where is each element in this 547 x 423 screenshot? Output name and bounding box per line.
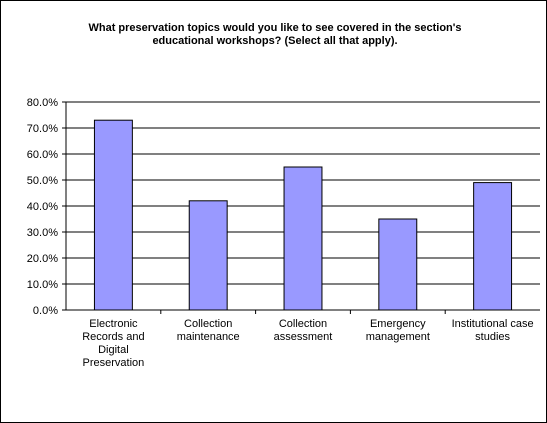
category-label-line: Digital — [98, 344, 129, 356]
category-label-line: studies — [475, 331, 510, 343]
category-label: Institutional case studies — [452, 318, 534, 343]
category-label-line: Collection — [184, 318, 232, 330]
chart-title-line-1: What preservation topics would you like … — [88, 22, 462, 34]
category-label-line: Preservation — [83, 357, 145, 369]
y-tick-label: 60.0% — [27, 149, 58, 161]
chart-title: What preservation topics would you like … — [40, 22, 510, 48]
bar — [473, 182, 513, 311]
bar — [283, 166, 323, 311]
category-label-line: Collection — [279, 318, 327, 330]
category-label: Electronic Records and Digital Preservation — [82, 318, 144, 369]
y-tick-label: 40.0% — [27, 201, 58, 213]
category-label-line: Electronic — [89, 318, 138, 330]
category-label: Collection assessment — [274, 318, 333, 343]
y-tick-label: 10.0% — [27, 279, 58, 291]
bar — [378, 218, 418, 311]
category-label-line: Emergency — [370, 318, 426, 330]
category-label-line: Records and — [82, 331, 144, 343]
y-tick-label: 30.0% — [27, 227, 58, 239]
category-label-line: Institutional case — [452, 318, 534, 330]
category-label-line: management — [366, 331, 430, 343]
y-tick-label: 70.0% — [27, 123, 58, 135]
bar — [188, 200, 228, 311]
category-label-line: assessment — [274, 331, 333, 343]
chart-title-line-2: educational workshops? (Select all that … — [152, 35, 398, 47]
bar — [93, 119, 133, 311]
y-tick-label: 0.0% — [33, 305, 58, 317]
category-label: Emergency management — [366, 318, 430, 343]
y-tick-label: 50.0% — [27, 175, 58, 187]
y-tick-label: 20.0% — [27, 253, 58, 265]
y-tick-label: 80.0% — [27, 97, 58, 109]
category-label: Collection maintenance — [177, 318, 240, 343]
category-label-line: maintenance — [177, 331, 240, 343]
